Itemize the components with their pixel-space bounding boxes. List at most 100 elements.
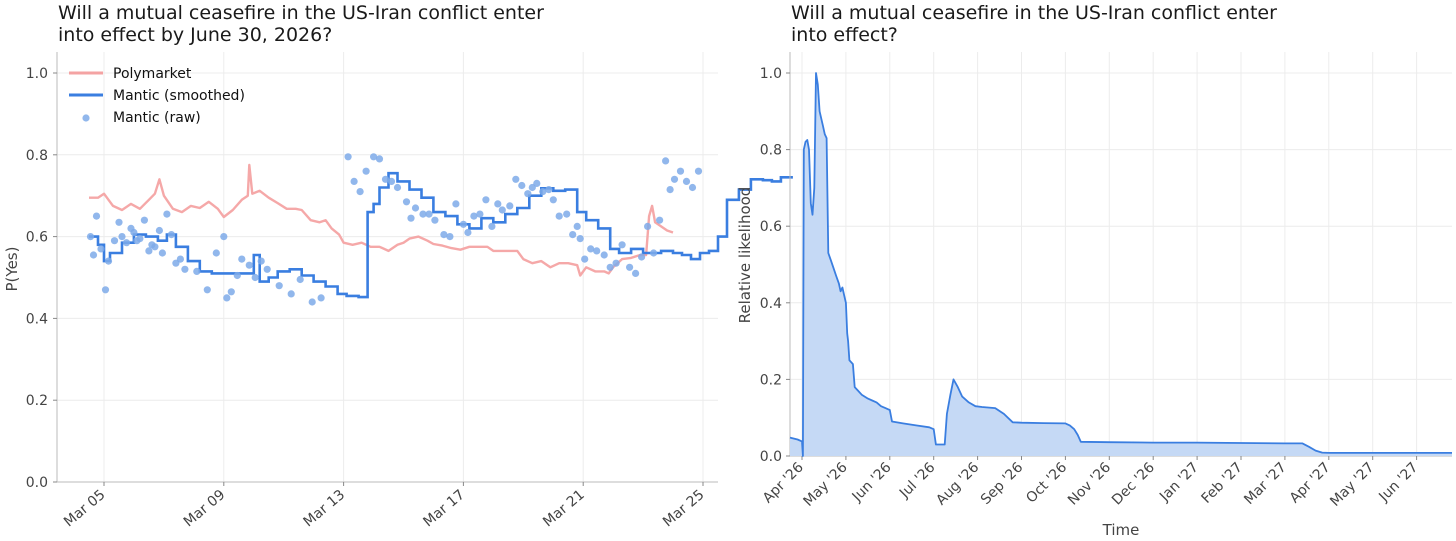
mantic-raw-point [387,177,396,185]
mantic-raw-point [573,222,581,230]
mantic-raw-point [464,228,472,237]
mantic-raw-point [402,198,411,206]
mantic-raw-point [581,255,589,263]
mantic-raw-point [344,153,352,161]
mantic-raw-point [308,298,316,306]
mantic-raw-point [158,249,166,257]
mantic-raw-point [145,247,153,255]
mantic-raw-point [223,294,231,302]
mantic-raw-point [459,220,467,228]
mantic-raw-point [563,210,571,218]
mantic-raw-point [370,153,378,161]
mantic-raw-point [227,288,235,296]
mantic-raw-point [662,157,670,165]
mantic-raw-point [163,210,171,218]
left-x-tick-label: Mar 17 [420,487,468,531]
mantic-raw-point [476,210,484,218]
mantic-raw-point [220,233,228,241]
mantic-smoothed-line [89,171,793,299]
right-x-tick-label: Sep '26 [978,459,1027,508]
left-x-tick-label: Mar 21 [540,487,588,531]
legend-mantic-smoothed-label: Mantic (smoothed) [113,88,245,104]
mantic-raw-point [656,216,664,224]
mantic-raw-point [533,179,541,187]
mantic-raw-point [606,263,614,271]
mantic-raw-point [317,294,325,302]
mantic-raw-point [393,183,402,192]
mantic-raw-point [638,253,646,261]
right-x-axis-label: Time [1102,521,1140,539]
right-x-tick-label: Apr '26 [760,459,807,506]
mantic-raw-point [482,196,490,204]
mantic-raw-point [452,200,460,208]
right-x-tick-label: Feb '27 [1199,460,1246,507]
mantic-raw-point [193,267,201,275]
mantic-raw-point [110,237,119,245]
mantic-raw-point [593,247,601,255]
mantic-raw-point [498,206,506,214]
mantic-raw-point [425,210,433,218]
right-x-tick-label: Oct '26 [1023,459,1070,506]
left-x-tick-label: Mar 05 [61,487,109,531]
left-y-tick-label: 0.2 [26,393,48,409]
left-chart: 0.0 0.2 0.4 0.6 0.8 1.0 Mar 05 Mar 09 Mar 13 Mar … [3,52,793,530]
mantic-raw-point [518,181,526,190]
right-x-tick-label: Aug '26 [933,459,982,508]
left-x-tick-label: Mar 25 [660,487,708,531]
right-x-tick-label: Dec '26 [1109,459,1158,508]
mantic-raw-point [612,259,620,267]
mantic-raw-point [419,210,427,218]
chart-title-left: Will a mutual ceasefire in the US-Iran c… [58,2,544,46]
left-y-tick-label: 1.0 [26,66,48,82]
mantic-raw-point [549,196,557,204]
mantic-raw-point [545,186,553,194]
mantic-raw-point [118,233,126,241]
right-y-tick-label: 1.0 [760,66,782,82]
mantic-raw-point [203,286,211,294]
mantic-raw-point [682,177,691,185]
mantic-raw-point [287,290,295,298]
right-y-tick-label: 0.8 [760,143,782,159]
mantic-raw-point [506,202,514,210]
right-x-tick-label: Mar '27 [1241,460,1289,508]
chart-title-right: Will a mutual ceasefire in the US-Iran c… [791,2,1277,46]
mantic-raw-point [92,212,101,220]
mantic-raw-point [650,249,658,257]
left-y-tick-label: 0.8 [26,148,48,164]
right-x-tick-label: Jun '26 [849,459,895,505]
left-y-axis-label: P(Yes) [3,247,21,292]
mantic-raw-point [130,228,138,237]
left-y-tick-label: 0.0 [26,475,48,491]
right-x-tick-label: Jan '27 [1156,460,1202,506]
mantic-raw-point [375,155,384,163]
mantic-raw-point [212,249,220,257]
mantic-raw-point [539,188,547,196]
mantic-raw-point [115,218,123,226]
right-y-tick-label: 0.6 [760,219,782,235]
mantic-raw-point [431,216,439,224]
mantic-raw-point [411,204,420,212]
mantic-raw-point [89,251,98,259]
legend-mantic-raw-marker [82,114,90,122]
mantic-raw-point [587,245,595,253]
mantic-raw-point [446,233,454,241]
mantic-raw-point [381,175,390,183]
mantic-raw-point [488,222,496,230]
mantic-raw-point [275,282,283,290]
mantic-raw-point [356,188,364,196]
mantic-raw-point [470,212,478,220]
mantic-raw-point [122,239,131,247]
mantic-raw-point [136,235,144,243]
mantic-raw-point [666,186,674,194]
mantic-raw-point [626,263,634,271]
mantic-raw-point [524,190,532,198]
left-legend: Polymarket Mantic (smoothed) Mantic (raw) [69,66,245,126]
right-x-tick-label: Apr '27 [1287,460,1334,507]
right-x-tick-label: Jun '27 [1375,460,1421,506]
mantic-raw-point [670,175,679,183]
likelihood-area [790,73,1452,456]
mantic-raw-point [362,167,370,175]
mantic-raw-point [104,257,113,265]
